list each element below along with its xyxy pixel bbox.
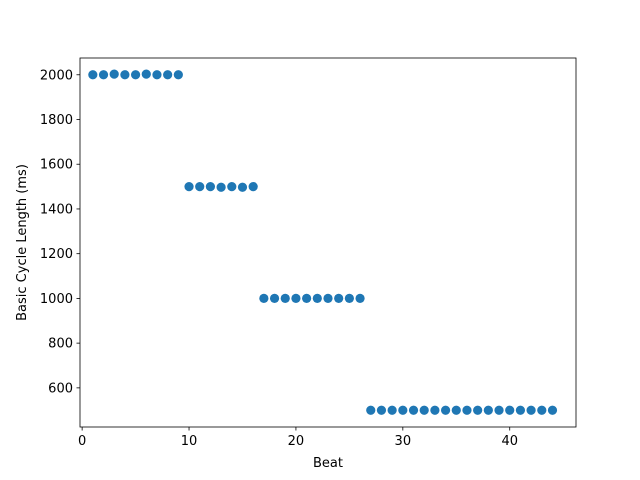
data-point	[269, 293, 280, 304]
data-point	[88, 70, 98, 80]
data-point	[248, 181, 258, 192]
data-point	[120, 70, 130, 80]
data-point	[259, 293, 269, 304]
x-tick-label: 30	[395, 434, 412, 449]
data-point	[152, 70, 162, 80]
data-point	[130, 70, 141, 80]
y-tick-label: 1000	[40, 292, 73, 307]
data-point	[291, 293, 301, 304]
data-point	[109, 69, 119, 79]
data-point	[302, 293, 312, 304]
data-point	[184, 181, 194, 192]
data-point	[547, 405, 558, 415]
data-point	[366, 405, 376, 415]
data-point	[537, 405, 547, 415]
data-point	[323, 293, 333, 304]
data-point	[419, 405, 429, 415]
x-tick-label: 10	[181, 434, 198, 449]
data-point	[216, 182, 226, 192]
data-point	[505, 405, 515, 415]
data-point	[526, 405, 536, 415]
y-tick-label: 600	[48, 381, 73, 396]
data-point	[205, 181, 216, 192]
x-tick-label: 20	[288, 434, 305, 449]
x-tick-label: 40	[501, 434, 518, 449]
data-point	[398, 405, 408, 415]
y-tick-label: 1400	[40, 202, 73, 217]
y-tick-label: 1600	[40, 158, 73, 173]
x-axis-ticks: 0 10 20 30 40	[78, 427, 518, 449]
data-point	[494, 405, 504, 415]
x-tick-label: 0	[78, 434, 86, 449]
data-point	[483, 405, 493, 415]
data-point	[312, 293, 322, 304]
data-point	[98, 70, 109, 80]
data-point	[227, 181, 237, 192]
y-tick-label: 2000	[40, 68, 73, 83]
data-point	[344, 293, 354, 304]
data-point	[376, 405, 387, 415]
data-point	[280, 293, 290, 304]
data-point	[440, 405, 451, 415]
x-axis-label: Beat	[313, 456, 343, 471]
data-point	[141, 69, 151, 79]
y-axis-label: Basic Cycle Length (ms)	[15, 164, 30, 321]
y-axis-ticks: 600 800 1000 1200 1400 1600 1800 2000	[40, 68, 80, 396]
data-point	[473, 405, 483, 415]
data-point	[334, 293, 344, 304]
data-point	[237, 182, 248, 192]
data-point	[451, 405, 461, 415]
data-point	[515, 405, 526, 415]
y-tick-label: 1200	[40, 247, 73, 262]
plot-area-frame	[79, 57, 577, 428]
data-point	[355, 293, 365, 304]
data-point	[430, 405, 440, 415]
data-point	[462, 405, 472, 415]
y-tick-label: 800	[48, 337, 73, 352]
data-point	[163, 70, 173, 80]
data-point	[195, 181, 205, 192]
data-point	[387, 405, 397, 415]
data-points	[88, 69, 558, 415]
data-point	[173, 70, 183, 80]
y-tick-label: 1800	[40, 113, 73, 128]
data-point	[408, 405, 419, 415]
